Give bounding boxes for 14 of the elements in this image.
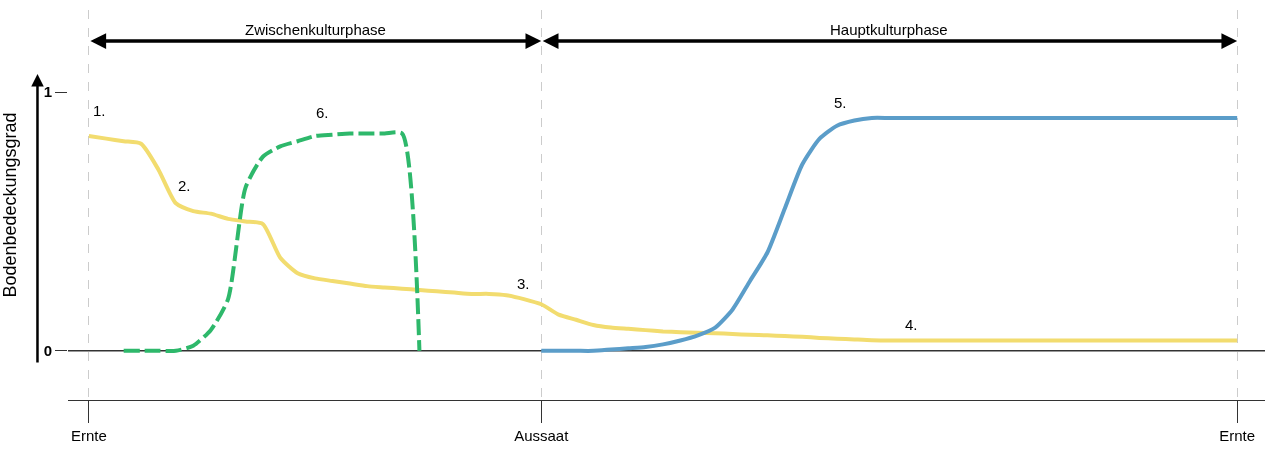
annotation: 2. bbox=[178, 177, 191, 194]
annotation: 3. bbox=[517, 275, 530, 292]
annotation: Hauptkulturphase bbox=[830, 21, 948, 38]
y-tick-label: 1 bbox=[43, 83, 52, 101]
y-tick-label: 0 bbox=[43, 342, 52, 360]
annotation: 5. bbox=[834, 94, 847, 111]
annotation: 1. bbox=[93, 102, 106, 119]
x-tick-label: Ernte bbox=[70, 427, 107, 444]
x-tick-label: Aussaat bbox=[514, 427, 570, 444]
x-tick-label: Ernte bbox=[1219, 427, 1256, 444]
annotation: 4. bbox=[905, 316, 918, 333]
annotation: Zwischenkulturphase bbox=[245, 21, 386, 38]
y-axis-title: Bodenbedeckungsgrad bbox=[0, 112, 20, 298]
annotation: 6. bbox=[316, 104, 329, 121]
